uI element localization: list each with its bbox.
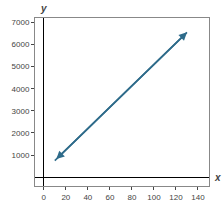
- svg-text:60: 60: [105, 193, 114, 202]
- svg-text:40: 40: [83, 193, 92, 202]
- svg-text:80: 80: [127, 193, 136, 202]
- svg-text:100: 100: [147, 193, 161, 202]
- svg-text:2000: 2000: [12, 129, 30, 138]
- svg-text:140: 140: [191, 193, 205, 202]
- svg-text:x: x: [214, 172, 221, 183]
- svg-text:3000: 3000: [12, 107, 30, 116]
- svg-text:6000: 6000: [12, 40, 30, 49]
- svg-text:4000: 4000: [12, 85, 30, 94]
- svg-text:20: 20: [61, 193, 70, 202]
- svg-text:120: 120: [169, 193, 183, 202]
- svg-text:1000: 1000: [12, 151, 30, 160]
- svg-text:7000: 7000: [12, 18, 30, 27]
- svg-text:5000: 5000: [12, 62, 30, 71]
- svg-text:y: y: [40, 3, 47, 14]
- svg-text:0: 0: [42, 193, 47, 202]
